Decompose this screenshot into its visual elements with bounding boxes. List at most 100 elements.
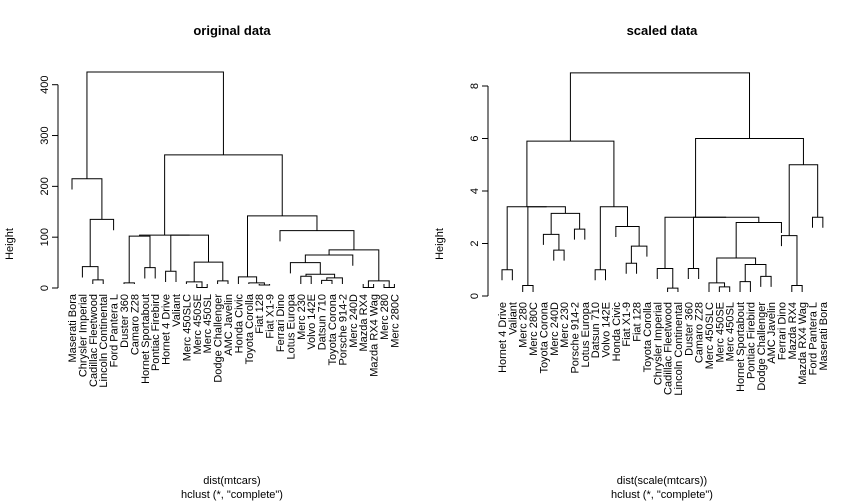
dendrogram-branch [89,218,115,267]
dendrogram-branch [248,282,265,285]
leaf-label: Lincoln Continental [98,294,110,388]
dendrogram-branch [128,235,151,283]
leaf-label: Cadillac Fleetwood [663,302,675,395]
leaf-label: AMC Javelin [766,302,778,364]
y-tick-label: 200 [39,177,51,195]
dendrogram-branch [664,216,727,269]
leaf-label: Merc 240D [549,302,561,356]
dendrogram-branch [739,281,751,292]
dendrogram-branch [258,284,271,286]
leaf-label: Chrysler Imperial [652,302,664,385]
leaf-label: Mazda RX4 Wag [369,294,381,377]
y-tick-label: 0 [39,285,51,291]
dendrogram-branch [630,245,648,264]
leaf-label: Honda Civic [611,302,623,362]
dendrogram-branch [367,280,390,288]
leaf-label: Chrysler Imperial [77,294,89,377]
method-label: hclust (*, "complete") [181,489,283,501]
dendrogram-branch [300,275,312,284]
chart-title: original data [193,23,271,38]
dendrogram-branch [788,164,819,236]
leaf-label: Porsche 914-2 [337,294,349,366]
leaf-label: Toyota Corolla [642,301,654,372]
leaf-label: Mazda RX4 Wag [797,302,809,385]
leaf-label: Merc 450SLC [704,302,716,369]
leaf-label: Toyota Corona [327,293,339,365]
dendrogram-branch [144,267,156,279]
dendrogram-branch [170,234,209,272]
dendrogram-branch [569,72,751,142]
leaf-label: Merc 240D [348,294,360,348]
dendrogram-branch [656,267,674,289]
dendrogram-branch [718,286,731,292]
y-tick-label: 300 [39,126,51,144]
leaf-label: Merc 280 [518,302,530,348]
leaf-label: Hornet Sportabout [140,294,152,384]
leaf-label: Maserati Bora [818,301,830,370]
y-axis: 0 100 200 300 400 [39,76,59,291]
method-label: hclust (*, "complete") [611,489,713,501]
leaf-label: Cadillac Fleetwood [88,294,100,387]
dendrogram-branch [279,230,355,250]
dendrogram-branch [326,277,343,284]
dendrogram-branch [625,262,638,274]
dendrogram-branch [667,287,679,292]
leaf-label: Ferrari Dino [776,302,788,360]
dendrogram-panel-original: original data Height dist(mtcars) hclust… [4,23,401,501]
leaf-label: Hornet 4 Drive [161,294,173,365]
leaf-label: Pontiac Firebird [745,302,757,379]
dendrogram-branch [553,249,565,261]
dendrogram-branch [165,270,177,283]
dendrogram-branches [501,72,824,292]
leaf-label: AMC Javelin [223,294,235,356]
dendrogram-branch [506,206,547,270]
leaf-label: Datsun 710 [590,302,602,358]
leaf-label: Merc 280C [528,302,540,356]
leaf-label: Mazda RX4 [787,302,799,359]
dendrogram-branch [164,154,283,236]
y-tick-label: 100 [39,228,51,246]
y-tick-label: 6 [469,135,481,141]
leaf-label: Merc 450SL [202,294,214,353]
dendrogram-branch [550,212,581,235]
dendrogram-branch [247,215,318,277]
dendrogram-branch [193,261,224,282]
leaf-label: Lincoln Continental [673,302,685,396]
dendrogram-branch [780,235,798,286]
dendrogram-branch [305,273,336,278]
dendrogram-branch [383,284,395,288]
dendrogram-branch [716,257,757,283]
leaf-label: Lotus Europa [285,293,297,359]
leaf-label: Duster 360 [119,294,131,348]
dendrogram-branch [81,266,99,280]
y-axis: 0 2 4 6 8 [469,83,489,299]
leaf-label: Toyota Corona [538,301,550,373]
leaf-label: Pontiac Firebird [150,294,162,371]
dendrogram-branch [692,216,760,269]
dendrogram-branch [237,276,258,284]
dendrogram-branch [527,206,566,286]
dendrogram-branch [599,206,628,270]
dendrogram-branch [687,267,700,279]
leaf-label: Hornet 4 Drive [497,302,509,373]
leaf-label: Merc 280C [389,294,401,348]
dendrogram-branch [812,216,824,228]
dendrogram-branch [362,284,375,288]
leaf-label: Camaro Z28 [129,294,141,355]
dendrogram-branch [760,275,772,287]
dendrogram-branch [217,280,229,284]
x-axis-label: dist(scale(mtcars)) [617,475,707,487]
dendrogram-branch [791,285,803,292]
leaf-label: Volvo 142E [601,302,613,358]
leaf-label: Fiat X1-9 [621,302,633,347]
y-axis-label: Height [434,228,446,260]
leaf-label: Duster 360 [683,302,695,356]
dendrogram-branch [594,269,606,281]
leaf-label: Ferrari Dino [275,294,287,352]
dendrogram-branch [526,140,615,207]
leaf-label: Merc 230 [559,302,571,348]
leaf-label: Volvo 142E [306,294,318,350]
